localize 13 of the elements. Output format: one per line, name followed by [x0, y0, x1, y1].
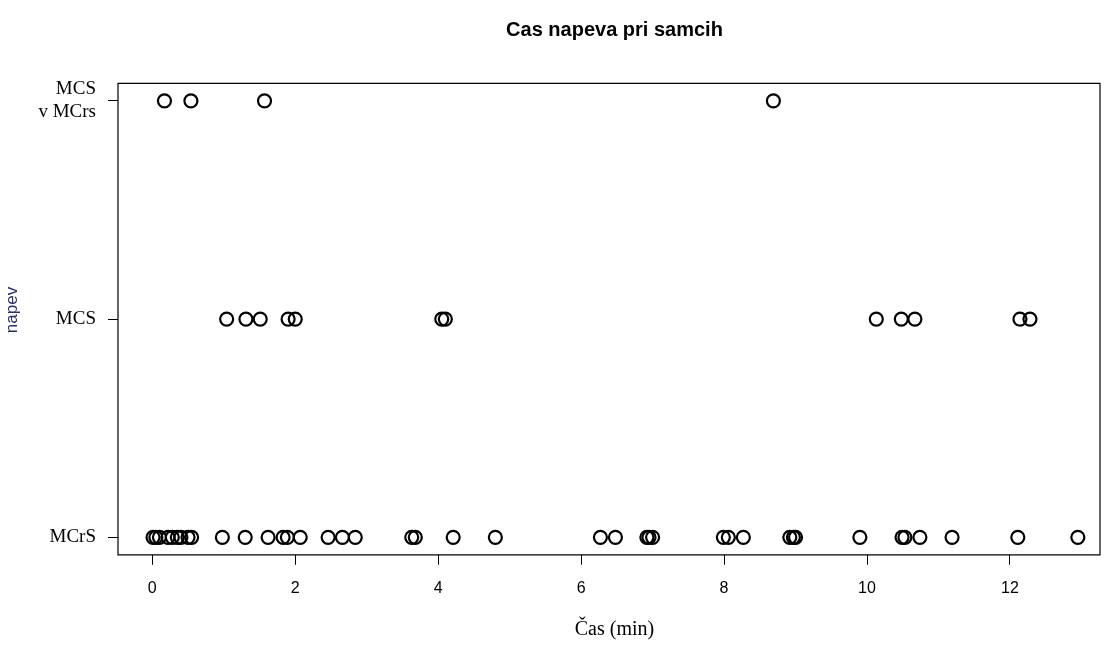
y-axis-title: napev: [2, 286, 22, 334]
y-tick-label: MCrS: [49, 525, 96, 547]
x-axis-title: Čas (min): [573, 617, 656, 640]
x-tick-label: 8: [719, 578, 729, 596]
x-tick-label: 6: [576, 578, 586, 596]
y-tick-label: MCS v MCrs: [38, 77, 96, 122]
x-tick-label: 2: [290, 578, 300, 596]
y-tick-label: MCS: [55, 307, 96, 329]
x-tick-label: 0: [147, 578, 157, 596]
chart-title: Cas napeva pri samcih: [505, 18, 724, 41]
x-tick-label: 12: [1001, 578, 1019, 596]
x-tick-label: 10: [858, 578, 877, 596]
x-tick-label: 4: [433, 578, 443, 596]
